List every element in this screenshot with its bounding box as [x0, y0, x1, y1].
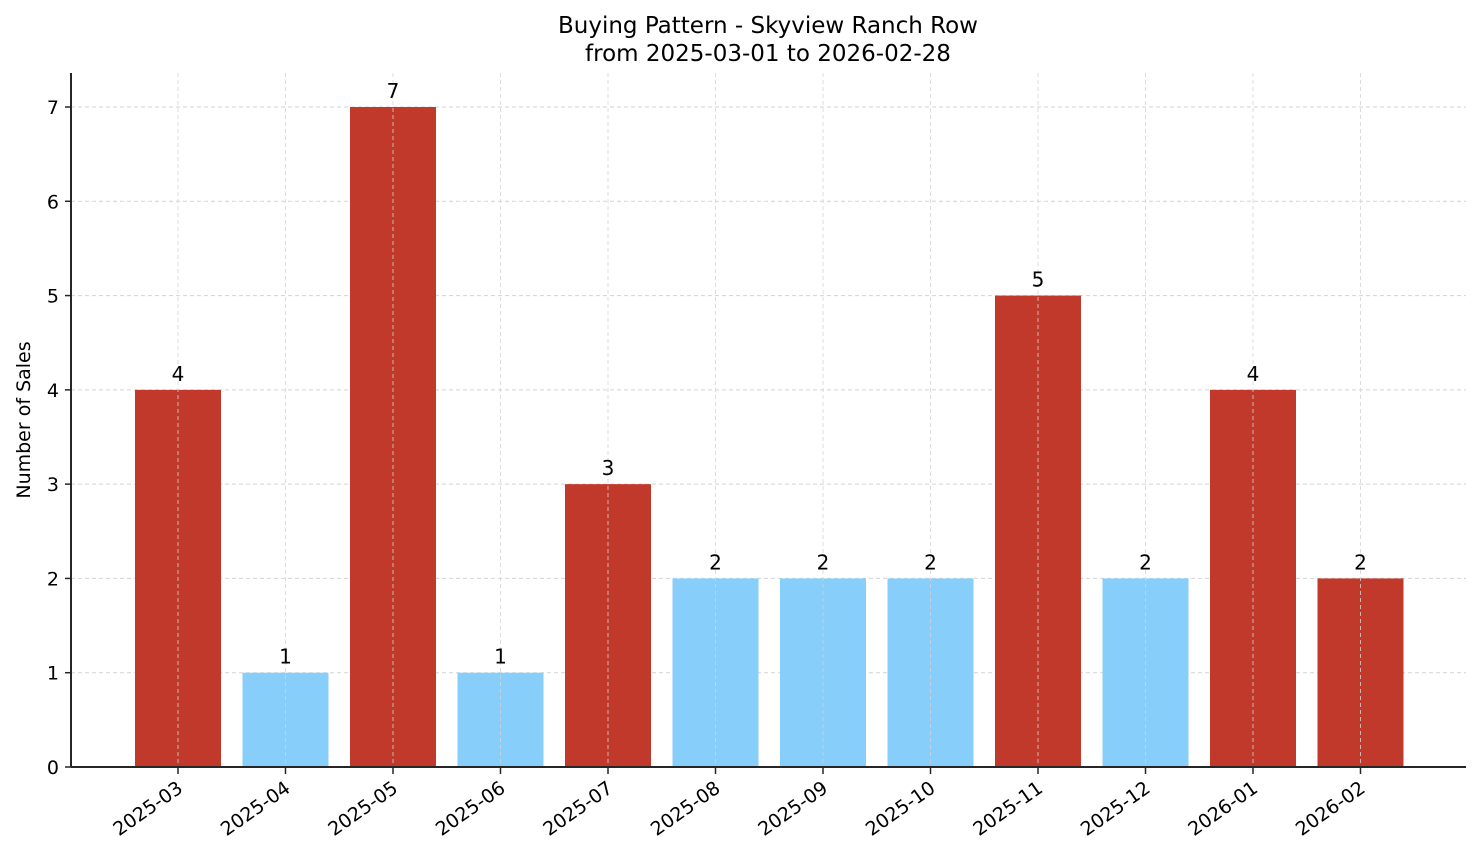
x-tick-label: 2025-09	[754, 777, 832, 841]
x-tick-label: 2025-06	[432, 777, 510, 841]
y-tick-label: 5	[47, 286, 59, 308]
x-tick-label: 2026-02	[1292, 777, 1370, 841]
bar-2025-08	[672, 578, 759, 767]
x-tick-label: 2025-07	[539, 777, 617, 841]
data-label: 2	[1139, 550, 1152, 574]
x-axis-ticks: 2025-03 2025-04 2025-05 2025-06 2025-07 2025-…	[109, 767, 1369, 841]
x-tick-label: 2025-10	[862, 777, 940, 841]
x-tick-label: 2025-05	[324, 777, 402, 841]
x-tick-label: 2025-08	[647, 777, 725, 841]
vertical-grid-lines	[177, 73, 1361, 767]
x-tick-label: 2025-12	[1077, 777, 1155, 841]
bar-2025-10	[887, 578, 974, 767]
bar-2025-09	[780, 578, 866, 767]
y-tick-label: 7	[47, 97, 59, 119]
data-label: 5	[1032, 268, 1045, 292]
x-tick-label: 2025-04	[217, 777, 295, 841]
data-label: 2	[924, 550, 937, 574]
y-axis-ticks: 0 1 2 3 4 5 6 7	[47, 97, 71, 779]
data-label: 2	[1354, 550, 1367, 574]
data-label: 1	[494, 645, 507, 669]
y-tick-label: 0	[47, 757, 59, 779]
bar-2026-02	[1317, 578, 1404, 767]
chart-subtitle: from 2025-03-01 to 2026-02-28	[585, 41, 951, 67]
data-label: 4	[1247, 362, 1260, 386]
data-label: 3	[602, 456, 615, 480]
y-tick-label: 4	[47, 380, 59, 402]
bars	[135, 107, 1404, 767]
data-label: 4	[172, 362, 185, 386]
y-tick-label: 2	[47, 568, 59, 590]
y-axis-label: Number of Sales	[13, 341, 35, 498]
y-tick-label: 3	[47, 474, 59, 496]
chart-title: Buying Pattern - Skyview Ranch Row	[558, 13, 978, 39]
x-tick-label: 2025-03	[109, 777, 187, 841]
bar-2025-12	[1102, 578, 1189, 767]
x-tick-label: 2026-01	[1184, 777, 1262, 841]
y-tick-label: 6	[47, 191, 59, 213]
x-tick-label: 2025-11	[969, 777, 1047, 841]
data-label: 7	[387, 79, 400, 103]
y-tick-label: 1	[47, 663, 59, 685]
data-label: 2	[709, 550, 722, 574]
data-label: 1	[279, 645, 292, 669]
axes	[70, 73, 1466, 768]
data-label: 2	[817, 550, 830, 574]
